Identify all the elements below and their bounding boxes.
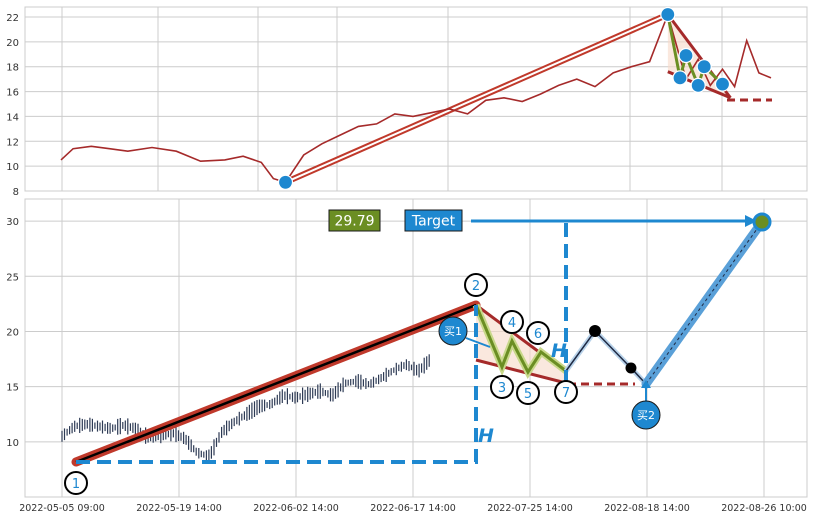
bottom-panel-frame — [24, 198, 808, 498]
bottom-y-tick-label: 20 — [6, 327, 19, 338]
bottom-x-tick-label: 2022-06-02 14:00 — [253, 503, 339, 514]
top-y-tick-label: 20 — [6, 38, 19, 49]
h-dashed-lower — [76, 305, 478, 464]
forecast-peak-dot — [589, 325, 601, 337]
top-marker — [696, 59, 712, 75]
bottom-x-tick-label: 2022-08-18 14:00 — [604, 503, 690, 514]
bottom-x-tick-label: 2022-06-17 14:00 — [370, 503, 456, 514]
bottom-y-tick-label: 30 — [6, 217, 19, 228]
bottom-y-tick-label: 25 — [6, 272, 19, 283]
bottom-x-tick-label: 2022-08-26 10:00 — [721, 503, 807, 514]
path-label-4-circle — [500, 310, 524, 334]
top-y-tick-label: 14 — [6, 112, 19, 123]
path-label-6: 6 — [534, 327, 542, 342]
path-label-2-group: 2 — [464, 273, 488, 297]
path-label-1-circle — [64, 471, 88, 495]
top-y-tick-label: 18 — [6, 63, 19, 74]
top-panel-frame — [24, 6, 808, 192]
target-point — [752, 212, 772, 232]
top-y-tick-labels: 8 10 12 14 16 18 20 22 — [6, 13, 19, 198]
forecast-target-leg — [641, 217, 767, 389]
top-y-tick-label: 10 — [6, 162, 19, 173]
buy1-label: 买1 — [444, 325, 462, 338]
buy1-pointer — [465, 337, 491, 348]
buy2-arrowhead — [641, 380, 651, 388]
path-label-6-circle — [526, 321, 550, 345]
target-arrowhead — [745, 215, 757, 227]
bottom-zigzag-line — [474, 304, 567, 375]
bottom-trend-line-core — [75, 303, 477, 464]
top-marker — [678, 47, 694, 64]
path-label-4: 4 — [508, 316, 516, 331]
bottom-y-tick-label: 10 — [6, 438, 19, 449]
buy2-label: 买2 — [637, 409, 655, 422]
path-label-1-group: 1 — [64, 471, 88, 495]
path-label-1: 1 — [72, 477, 80, 492]
top-marker — [714, 76, 731, 92]
path-label-6-group: 6 — [526, 321, 550, 345]
top-markers — [277, 6, 731, 190]
target-box — [404, 209, 463, 232]
path-label-3: 3 — [498, 381, 506, 396]
bottom-y-tick-labels: 10 15 20 25 30 — [6, 217, 19, 449]
candlesticks — [61, 354, 430, 463]
bottom-x-tick-label: 2022-07-25 14:00 — [487, 503, 573, 514]
price-box-label: 29.79 — [334, 214, 374, 230]
bottom-y-tick-label: 15 — [6, 383, 19, 394]
top-panel: 8 10 12 14 16 18 20 22 — [6, 6, 808, 198]
bottom-x-tick-label: 2022-05-05 09:00 — [19, 503, 105, 514]
path-label-2-circle — [464, 273, 488, 297]
forecast-path — [565, 329, 647, 385]
top-marker — [672, 70, 688, 86]
target-box-label: Target — [411, 214, 456, 230]
top-gridlines — [25, 7, 807, 192]
price-box — [328, 209, 381, 232]
path-label-7-group: 7 — [554, 380, 578, 404]
top-trend-line-inner — [285, 13, 669, 184]
path-label-5-group: 5 — [516, 381, 540, 405]
path-label-7-circle — [554, 380, 578, 404]
bottom-wedge-lower-line — [475, 358, 567, 385]
h-label-upper: H — [551, 340, 567, 362]
top-y-tick-label: 16 — [6, 88, 19, 99]
forecast-dip-dot — [625, 362, 637, 374]
top-marker — [690, 77, 706, 94]
path-label-5: 5 — [524, 387, 532, 402]
buy1-marker — [438, 316, 468, 346]
path-label-3-circle — [490, 375, 514, 399]
top-marker — [277, 174, 294, 190]
bottom-x-tick-labels: 2022-05-05 09:00 2022-05-19 14:00 2022-06-… — [19, 503, 807, 514]
top-y-tick-label: 8 — [13, 187, 19, 198]
top-price-line — [60, 11, 772, 184]
path-label-5-circle — [516, 381, 540, 405]
buy2-marker — [631, 400, 661, 430]
top-y-tick-label: 12 — [6, 137, 19, 148]
path-label-3-group: 3 — [490, 375, 514, 399]
bottom-x-tick-label: 2022-05-19 14:00 — [136, 503, 222, 514]
top-y-tick-label: 22 — [6, 13, 19, 24]
top-marker — [660, 6, 676, 23]
path-label-4-group: 4 — [500, 310, 524, 334]
h-label-lower: H — [478, 425, 494, 447]
path-label-7: 7 — [562, 386, 570, 401]
path-label-2: 2 — [472, 279, 480, 294]
